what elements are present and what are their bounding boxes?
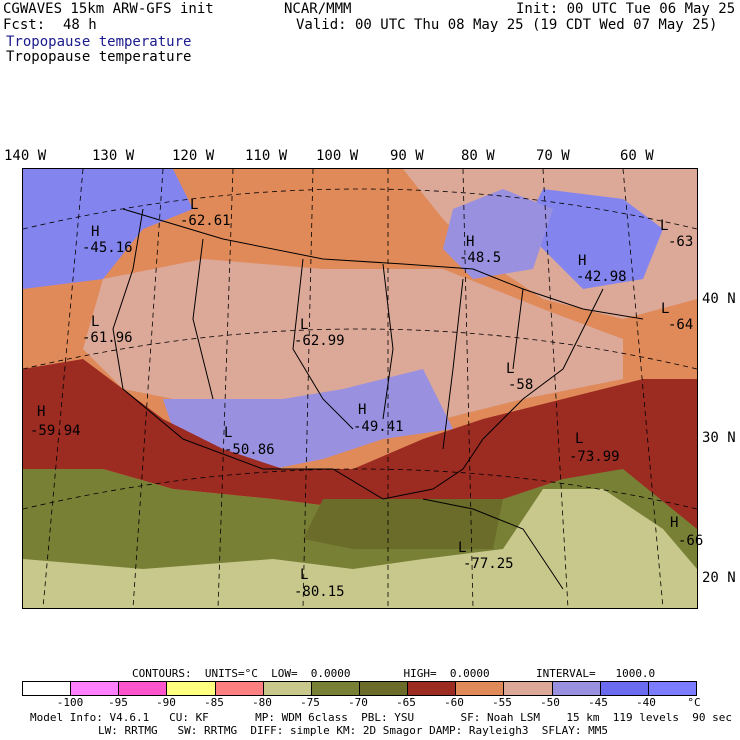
center-label: NCAR/MMM bbox=[284, 1, 352, 17]
colorbar-tick: -90 bbox=[156, 696, 176, 709]
lon-label: 80 W bbox=[461, 148, 495, 164]
color-swatch bbox=[71, 682, 120, 695]
field-title-primary: Tropopause temperature bbox=[6, 34, 192, 50]
colorbar-tick: -75 bbox=[300, 696, 320, 709]
color-swatch bbox=[311, 682, 360, 695]
low-marker: L bbox=[458, 540, 467, 556]
colorbar-tick: -60 bbox=[444, 696, 464, 709]
contour-info: CONTOURS: UNITS=°C LOW= 0.0000 HIGH= 0.0… bbox=[132, 667, 656, 680]
colorbar-tick: -55 bbox=[492, 696, 512, 709]
lat-label: 40 N bbox=[702, 291, 736, 307]
tropopause-temperature-map bbox=[23, 169, 697, 608]
model-info-line-1: Model Info: V4.6.1 CU: KF MP: WDM 6class… bbox=[30, 711, 732, 724]
lon-label: 130 W bbox=[92, 148, 135, 164]
lon-label: 100 W bbox=[316, 148, 359, 164]
valid-time: Valid: 00 UTC Thu 08 May 25 (19 CDT Wed … bbox=[296, 17, 718, 33]
high-marker: H bbox=[91, 224, 100, 240]
forecast-hour: 48 h bbox=[63, 17, 97, 33]
color-swatch bbox=[263, 682, 312, 695]
high-value: -45.16 bbox=[82, 240, 133, 256]
forecast-label: Fcst: bbox=[3, 17, 46, 33]
color-swatch bbox=[167, 682, 216, 695]
low-value: -50.86 bbox=[224, 442, 275, 458]
colorbar-tick: -50 bbox=[540, 696, 560, 709]
color-swatch bbox=[504, 682, 553, 695]
colorbar-tick: -65 bbox=[396, 696, 416, 709]
lat-label: 30 N bbox=[702, 430, 736, 446]
high-marker: H bbox=[670, 515, 679, 531]
field-title-secondary: Tropopause temperature bbox=[6, 49, 192, 65]
lon-label: 70 W bbox=[536, 148, 570, 164]
low-value: -64 bbox=[668, 317, 694, 333]
lon-label: 120 W bbox=[172, 148, 215, 164]
low-value: -63 bbox=[668, 234, 694, 250]
colorbar-tick: -100 bbox=[56, 696, 84, 709]
colorbar-tick: -95 bbox=[108, 696, 128, 709]
low-marker: L bbox=[575, 431, 584, 447]
low-value: -73.99 bbox=[569, 449, 620, 465]
high-value: -66 bbox=[678, 533, 704, 549]
color-swatch bbox=[552, 682, 601, 695]
color-swatch bbox=[23, 682, 72, 695]
colorbar-unit: °C bbox=[687, 696, 701, 709]
map-panel bbox=[22, 168, 698, 609]
low-value: -62.61 bbox=[180, 213, 231, 229]
low-value: -80.15 bbox=[294, 584, 345, 600]
color-swatch bbox=[648, 682, 696, 695]
colorbar-tick: -80 bbox=[252, 696, 272, 709]
high-marker: H bbox=[358, 402, 367, 418]
high-value: -49.41 bbox=[353, 419, 404, 435]
lon-label: 140 W bbox=[4, 148, 47, 164]
color-swatch bbox=[600, 682, 649, 695]
low-marker: L bbox=[91, 314, 100, 330]
lon-label: 90 W bbox=[390, 148, 424, 164]
color-scale-bar bbox=[22, 681, 697, 696]
lat-label: 20 N bbox=[702, 570, 736, 586]
high-value: -48.5 bbox=[459, 250, 502, 266]
color-swatch bbox=[408, 682, 457, 695]
model-title: CGWAVES 15km ARW-GFS init bbox=[3, 1, 214, 17]
low-value: -61.96 bbox=[82, 330, 133, 346]
colorbar-tick: -40 bbox=[636, 696, 656, 709]
low-marker: L bbox=[661, 301, 670, 317]
high-value: -59.94 bbox=[30, 423, 81, 439]
low-value: -77.25 bbox=[463, 556, 514, 572]
high-marker: H bbox=[466, 234, 475, 250]
color-swatch bbox=[215, 682, 264, 695]
colorbar-tick: -70 bbox=[348, 696, 368, 709]
init-time: Init: 00 UTC Tue 06 May 25 bbox=[516, 1, 736, 17]
color-swatch bbox=[359, 682, 409, 695]
high-value: -42.98 bbox=[576, 269, 627, 285]
low-marker: L bbox=[300, 317, 309, 333]
color-swatch bbox=[119, 682, 168, 695]
low-marker: L bbox=[300, 567, 309, 583]
low-marker: L bbox=[506, 361, 515, 377]
lon-label: 110 W bbox=[245, 148, 288, 164]
color-swatch bbox=[456, 682, 505, 695]
low-marker: L bbox=[190, 197, 199, 213]
low-value: -62.99 bbox=[294, 333, 345, 349]
low-value: -58 bbox=[508, 377, 534, 393]
model-info-line-2: LW: RRTMG SW: RRTMG DIFF: simple KM: 2D … bbox=[98, 724, 608, 737]
colorbar-tick: -45 bbox=[588, 696, 608, 709]
high-marker: H bbox=[37, 404, 46, 420]
low-marker: L bbox=[224, 425, 233, 441]
lon-label: 60 W bbox=[620, 148, 654, 164]
colorbar-tick: -85 bbox=[204, 696, 224, 709]
high-marker: H bbox=[578, 253, 587, 269]
low-marker: L bbox=[660, 218, 669, 234]
